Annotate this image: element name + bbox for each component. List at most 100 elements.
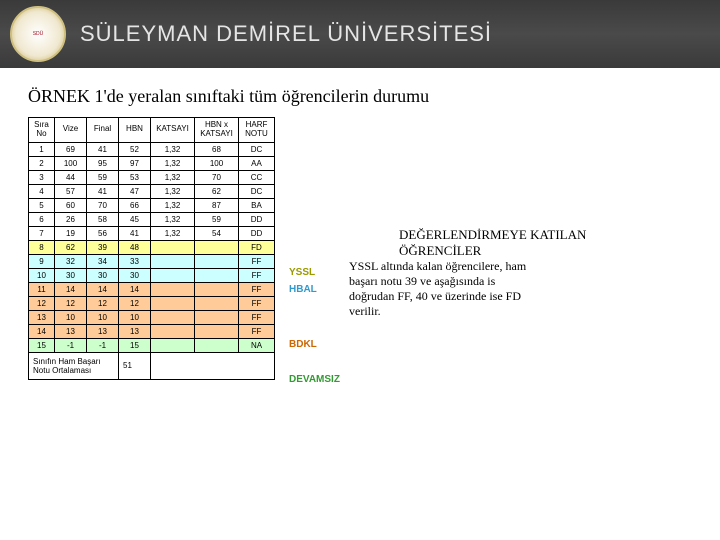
header-bar: SDÜ SÜLEYMAN DEMİREL ÜNİVERSİTESİ xyxy=(0,0,720,68)
cell: 13 xyxy=(55,324,87,338)
cell: 14 xyxy=(87,282,119,296)
cell: 44 xyxy=(55,170,87,184)
cell: 6 xyxy=(29,212,55,226)
cell: DC xyxy=(239,142,275,156)
cell: DC xyxy=(239,184,275,198)
cell: 97 xyxy=(119,156,151,170)
cell xyxy=(151,268,195,282)
cell: 60 xyxy=(55,198,87,212)
cell: FD xyxy=(239,240,275,254)
cell: AA xyxy=(239,156,275,170)
table-row: 210095971,32100AA xyxy=(29,156,275,170)
cell: CC xyxy=(239,170,275,184)
cell xyxy=(195,240,239,254)
table-row: 71956411,3254DD xyxy=(29,226,275,240)
cell xyxy=(195,310,239,324)
table-row: 16941521,3268DC xyxy=(29,142,275,156)
cell: 56 xyxy=(87,226,119,240)
cell: 30 xyxy=(119,268,151,282)
cell: 3 xyxy=(29,170,55,184)
cell: 1,32 xyxy=(151,226,195,240)
cell: 10 xyxy=(55,310,87,324)
cell: 11 xyxy=(29,282,55,296)
col-header-1: Vize xyxy=(55,118,87,143)
table-row: 10303030FF xyxy=(29,268,275,282)
table-row: 34459531,3270CC xyxy=(29,170,275,184)
cell: 57 xyxy=(55,184,87,198)
cell: FF xyxy=(239,310,275,324)
logo-text: SDÜ xyxy=(33,32,44,37)
university-name: SÜLEYMAN DEMİREL ÜNİVERSİTESİ xyxy=(80,21,492,47)
cell: 12 xyxy=(87,296,119,310)
table-row: 56070661,3287BA xyxy=(29,198,275,212)
cell: 1,32 xyxy=(151,156,195,170)
cell: DD xyxy=(239,212,275,226)
cell: 32 xyxy=(55,254,87,268)
col-header-6: HARF NOTU xyxy=(239,118,275,143)
col-header-0: Sıra No xyxy=(29,118,55,143)
cell: 39 xyxy=(87,240,119,254)
cell: 14 xyxy=(119,282,151,296)
legend-yssl: YSSL xyxy=(289,267,349,278)
cell: 69 xyxy=(55,142,87,156)
cell xyxy=(151,254,195,268)
cell: 62 xyxy=(55,240,87,254)
table-row: 45741471,3262DC xyxy=(29,184,275,198)
cell: -1 xyxy=(87,338,119,352)
cell: 30 xyxy=(55,268,87,282)
cell: 12 xyxy=(55,296,87,310)
cell: 70 xyxy=(195,170,239,184)
cell: FF xyxy=(239,254,275,268)
cell: 4 xyxy=(29,184,55,198)
cell: 5 xyxy=(29,198,55,212)
col-header-5: HBN x KATSAYI xyxy=(195,118,239,143)
cell: 87 xyxy=(195,198,239,212)
cell: 45 xyxy=(119,212,151,226)
cell: 68 xyxy=(195,142,239,156)
table-row: 15-1-115NA xyxy=(29,338,275,352)
cell: 59 xyxy=(195,212,239,226)
cell: 9 xyxy=(29,254,55,268)
legend-hbal: HBAL xyxy=(289,284,349,295)
cell xyxy=(151,310,195,324)
cell: NA xyxy=(239,338,275,352)
table-row: 12121212FF xyxy=(29,296,275,310)
cell: DD xyxy=(239,226,275,240)
footer-empty xyxy=(151,352,275,379)
cell: 62 xyxy=(195,184,239,198)
cell: 1,32 xyxy=(151,184,195,198)
cell: 1,32 xyxy=(151,212,195,226)
cell: 15 xyxy=(29,338,55,352)
cell: FF xyxy=(239,282,275,296)
cell: 41 xyxy=(87,142,119,156)
cell: 10 xyxy=(119,310,151,324)
cell xyxy=(195,254,239,268)
cell: 33 xyxy=(119,254,151,268)
cell: 12 xyxy=(119,296,151,310)
cell: BA xyxy=(239,198,275,212)
cell: 15 xyxy=(119,338,151,352)
cell: 19 xyxy=(55,226,87,240)
university-logo: SDÜ xyxy=(10,6,66,62)
cell: 7 xyxy=(29,226,55,240)
cell: 2 xyxy=(29,156,55,170)
cell: 14 xyxy=(29,324,55,338)
legend-bdkl: BDKL xyxy=(289,339,349,350)
cell xyxy=(195,296,239,310)
cell: 10 xyxy=(29,268,55,282)
table-row: 14131313FF xyxy=(29,324,275,338)
cell: 41 xyxy=(87,184,119,198)
grades-table: Sıra NoVizeFinalHBNKATSAYIHBN x KATSAYIH… xyxy=(28,117,275,380)
cell: 59 xyxy=(87,170,119,184)
cell xyxy=(151,338,195,352)
cell: 70 xyxy=(87,198,119,212)
col-header-3: HBN xyxy=(119,118,151,143)
cell: -1 xyxy=(55,338,87,352)
cell xyxy=(195,282,239,296)
cell xyxy=(151,282,195,296)
table-row: 11141414FF xyxy=(29,282,275,296)
cell: 12 xyxy=(29,296,55,310)
cell: 53 xyxy=(119,170,151,184)
col-header-4: KATSAYI xyxy=(151,118,195,143)
cell: 58 xyxy=(87,212,119,226)
